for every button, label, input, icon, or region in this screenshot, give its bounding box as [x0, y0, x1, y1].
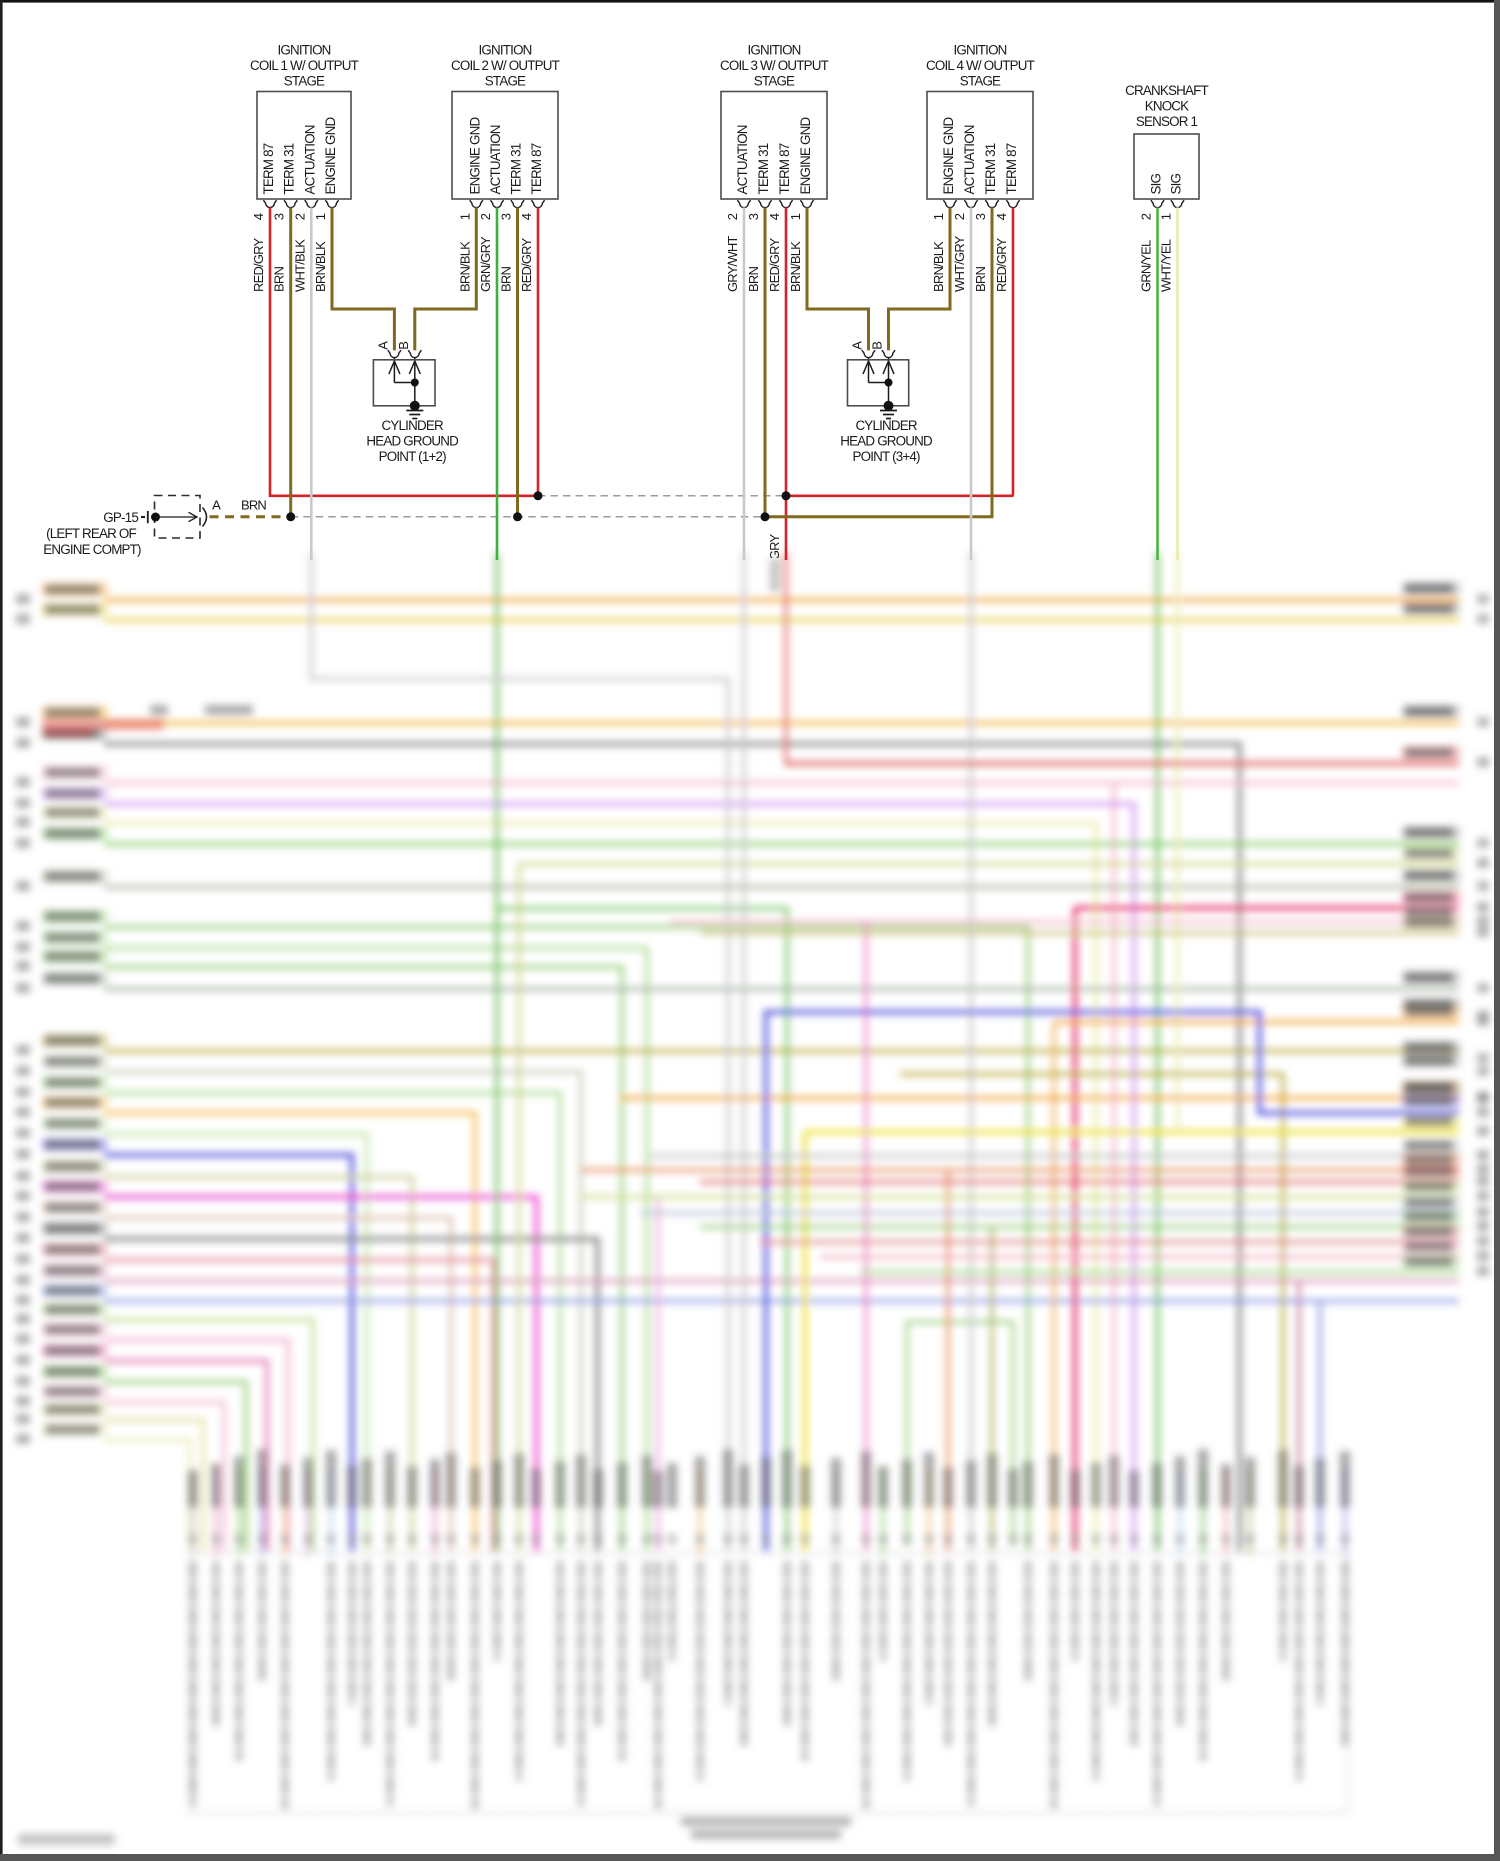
svg-text:IGNITION: IGNITION — [953, 43, 1006, 58]
svg-text:SIG: SIG — [1149, 173, 1164, 194]
svg-text:2: 2 — [478, 213, 493, 220]
svg-text:1: 1 — [931, 213, 946, 220]
svg-text:4: 4 — [767, 213, 782, 220]
svg-text:BRN: BRN — [746, 267, 761, 292]
svg-text:RED/GRY: RED/GRY — [251, 237, 266, 292]
svg-text:IGNITION: IGNITION — [478, 43, 531, 58]
svg-text:ENGINE GND: ENGINE GND — [798, 117, 813, 195]
svg-text:ENGINE COMPT): ENGINE COMPT) — [43, 542, 141, 557]
svg-text:STAGE: STAGE — [284, 74, 325, 89]
svg-text:TERM 87: TERM 87 — [777, 143, 792, 194]
svg-text:2: 2 — [725, 213, 740, 220]
svg-text:1: 1 — [788, 213, 803, 220]
svg-text:BRN: BRN — [241, 497, 266, 512]
svg-text:WHT/YEL: WHT/YEL — [1159, 239, 1174, 292]
svg-text:HEAD GROUND: HEAD GROUND — [840, 434, 933, 449]
svg-text:ENGINE GND: ENGINE GND — [323, 117, 338, 195]
svg-text:TERM 31: TERM 31 — [756, 143, 771, 194]
svg-text:BRN/BLK: BRN/BLK — [931, 241, 946, 292]
svg-text:BRN/BLK: BRN/BLK — [788, 241, 803, 292]
svg-text:A: A — [850, 341, 865, 350]
svg-text:BRN/BLK: BRN/BLK — [457, 241, 472, 292]
svg-text:B: B — [870, 342, 885, 350]
svg-text:3: 3 — [272, 213, 287, 220]
svg-text:1: 1 — [1159, 213, 1174, 220]
svg-text:3: 3 — [746, 213, 761, 220]
svg-text:ENGINE GND: ENGINE GND — [467, 117, 482, 195]
svg-text:SENSOR 1: SENSOR 1 — [1136, 114, 1198, 129]
svg-text:GRY/WHT: GRY/WHT — [725, 236, 740, 292]
svg-text:STAGE: STAGE — [754, 74, 795, 89]
svg-text:3: 3 — [499, 213, 514, 220]
svg-text:POINT (1+2): POINT (1+2) — [379, 449, 447, 464]
svg-text:RED/GRY: RED/GRY — [767, 533, 782, 588]
svg-text:4: 4 — [251, 213, 266, 220]
svg-text:1: 1 — [313, 213, 328, 220]
svg-text:B: B — [396, 342, 411, 350]
svg-text:TERM 87: TERM 87 — [1004, 143, 1019, 194]
svg-text:BRN: BRN — [973, 267, 988, 292]
svg-text:KNOCK: KNOCK — [1145, 99, 1189, 114]
svg-text:3: 3 — [973, 213, 988, 220]
svg-text:COIL 3 W/ OUTPUT: COIL 3 W/ OUTPUT — [720, 58, 829, 73]
svg-text:STAGE: STAGE — [485, 74, 526, 89]
svg-text:ACTUATION: ACTUATION — [735, 125, 750, 194]
svg-text:A: A — [212, 497, 221, 512]
svg-text:RED/GRY: RED/GRY — [767, 237, 782, 292]
svg-text:ACTUATION: ACTUATION — [962, 125, 977, 194]
svg-text:COIL 2 W/ OUTPUT: COIL 2 W/ OUTPUT — [451, 58, 560, 73]
svg-text:2: 2 — [952, 213, 967, 220]
svg-text:ACTUATION: ACTUATION — [488, 125, 503, 194]
svg-text:2: 2 — [1139, 213, 1154, 220]
svg-text:4: 4 — [519, 213, 534, 220]
svg-text:BRN/BLK: BRN/BLK — [313, 241, 328, 292]
svg-text:TERM 31: TERM 31 — [509, 143, 524, 194]
svg-text:CRANKSHAFT: CRANKSHAFT — [1125, 83, 1208, 98]
svg-text:A: A — [375, 341, 390, 350]
svg-text:HEAD GROUND: HEAD GROUND — [366, 434, 459, 449]
svg-text:COIL 4 W/ OUTPUT: COIL 4 W/ OUTPUT — [926, 58, 1035, 73]
svg-text:1: 1 — [457, 213, 472, 220]
svg-text:RED/GRY: RED/GRY — [994, 237, 1009, 292]
svg-text:2: 2 — [292, 213, 307, 220]
svg-text:GRN/GRY: GRN/GRY — [478, 236, 493, 292]
svg-text:TERM 31: TERM 31 — [983, 143, 998, 194]
svg-text:RED/GRY: RED/GRY — [519, 237, 534, 292]
svg-text:IGNITION: IGNITION — [747, 43, 800, 58]
svg-text:TERM 87: TERM 87 — [529, 143, 544, 194]
svg-text:IGNITION: IGNITION — [277, 43, 330, 58]
svg-text:WHT/GRY: WHT/GRY — [952, 235, 967, 292]
svg-text:CYLINDER: CYLINDER — [855, 418, 917, 433]
svg-text:ENGINE GND: ENGINE GND — [941, 117, 956, 195]
svg-text:BRN: BRN — [272, 267, 287, 292]
svg-text:ACTUATION: ACTUATION — [302, 125, 317, 194]
svg-text:TERM 31: TERM 31 — [282, 143, 297, 194]
svg-text:TERM 87: TERM 87 — [261, 143, 276, 194]
svg-text:BRN: BRN — [499, 267, 514, 292]
svg-text:GP-15: GP-15 — [103, 510, 138, 525]
svg-text:SIG: SIG — [1169, 173, 1184, 194]
svg-text:(LEFT REAR OF: (LEFT REAR OF — [46, 526, 136, 541]
svg-text:GRN/YEL: GRN/YEL — [1139, 240, 1154, 292]
svg-text:POINT (3+4): POINT (3+4) — [852, 449, 920, 464]
svg-text:4: 4 — [994, 213, 1009, 220]
svg-text:STAGE: STAGE — [960, 74, 1001, 89]
svg-text:COIL 1 W/ OUTPUT: COIL 1 W/ OUTPUT — [250, 58, 359, 73]
svg-text:CYLINDER: CYLINDER — [382, 418, 444, 433]
svg-text:WHT/BLK: WHT/BLK — [292, 239, 307, 292]
